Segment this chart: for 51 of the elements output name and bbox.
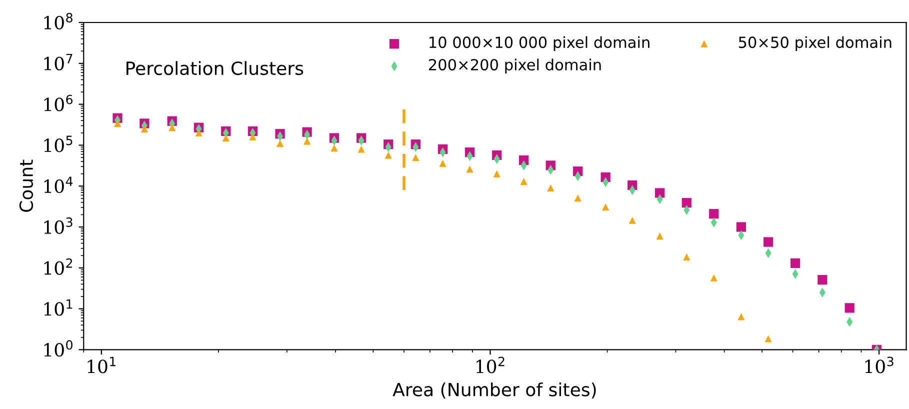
point	[818, 275, 828, 285]
y-tick-label: 10$^{7}$	[44, 54, 72, 70]
point	[709, 209, 719, 219]
x-tick-label: 10$^{1}$	[88, 356, 116, 374]
y-tick-label: 10$^{3}$	[44, 217, 72, 234]
point	[249, 133, 256, 140]
point	[628, 216, 636, 224]
legend-label: 200×200 pixel domain	[428, 58, 601, 74]
point	[114, 120, 122, 127]
point	[520, 178, 528, 185]
point	[384, 152, 392, 159]
legend-label: 50×50 pixel domain	[738, 36, 892, 52]
point	[358, 146, 365, 153]
point	[168, 124, 176, 132]
point	[574, 194, 582, 202]
y-tick-label: 10$^{8}$	[44, 12, 72, 30]
point	[655, 188, 665, 198]
point	[493, 170, 500, 178]
point	[466, 166, 474, 173]
point	[710, 274, 718, 282]
point	[738, 313, 745, 320]
point	[844, 303, 854, 313]
point	[790, 258, 800, 268]
y-tick-label: 10$^{2}$	[44, 258, 72, 275]
point	[736, 222, 746, 232]
legend-label: 10 000×10 000 pixel domain	[430, 36, 650, 52]
annotation: Percolation Clusters	[126, 61, 304, 76]
y-tick-label: 10$^{6}$	[44, 94, 73, 112]
point	[656, 232, 664, 240]
point	[763, 237, 774, 247]
y-tick-label: 10$^{4}$	[44, 176, 73, 194]
point	[222, 134, 230, 142]
point	[140, 125, 148, 132]
point	[412, 154, 420, 162]
y-tick-label: 10$^{5}$	[44, 136, 72, 152]
x-tick-label: 10$^{3}$	[865, 356, 894, 374]
x-tick-label: 10$^{2}$	[476, 356, 504, 374]
point	[547, 184, 554, 192]
point	[682, 198, 692, 208]
point	[683, 253, 690, 261]
point	[304, 138, 311, 145]
x-axis-title: Area (Number of sites)	[392, 382, 596, 399]
point	[764, 335, 772, 342]
point	[439, 160, 446, 167]
y-tick-label: 10$^{0}$	[44, 340, 72, 357]
y-tick-label: 10$^{1}$	[44, 299, 72, 316]
point	[330, 144, 338, 152]
point	[276, 140, 284, 148]
y-axis-title: Count	[19, 160, 34, 212]
point	[195, 129, 202, 136]
point	[602, 203, 610, 210]
